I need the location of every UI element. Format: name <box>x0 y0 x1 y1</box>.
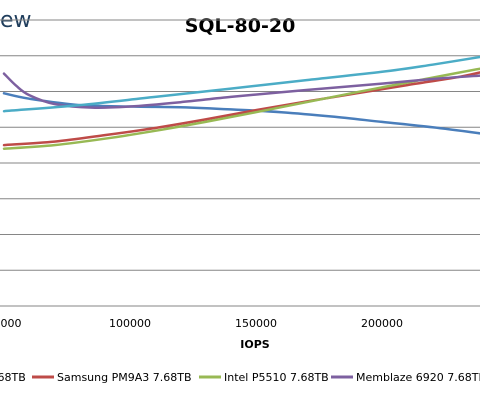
gridlines <box>0 19 480 271</box>
legend-label-0: 7.68TB <box>0 371 26 384</box>
legend-label-1: Samsung PM9A3 7.68TB <box>57 371 192 384</box>
series-lines <box>2 55 480 150</box>
x-tick-label-1: 100000 <box>109 317 151 330</box>
x-tick-labels: 50000 100000 150000 200000 <box>0 317 403 330</box>
series-line-3 <box>2 72 480 109</box>
series-line-4 <box>2 55 480 113</box>
legend-label-2: Intel P5510 7.68TB <box>224 371 329 384</box>
legend: 7.68TB Samsung PM9A3 7.68TB Intel P5510 7.… <box>0 371 480 384</box>
x-tick-label-3: 200000 <box>361 317 403 330</box>
x-tick-label-0: 50000 <box>0 317 22 330</box>
legend-label-3: Memblaze 6920 7.68TB <box>356 371 480 384</box>
x-tick-label-2: 150000 <box>235 317 277 330</box>
x-axis-label: IOPS <box>240 338 270 351</box>
series-line-0 <box>2 92 480 135</box>
series-line-1 <box>2 71 480 147</box>
chart-title: SQL-80-20 <box>185 15 296 37</box>
